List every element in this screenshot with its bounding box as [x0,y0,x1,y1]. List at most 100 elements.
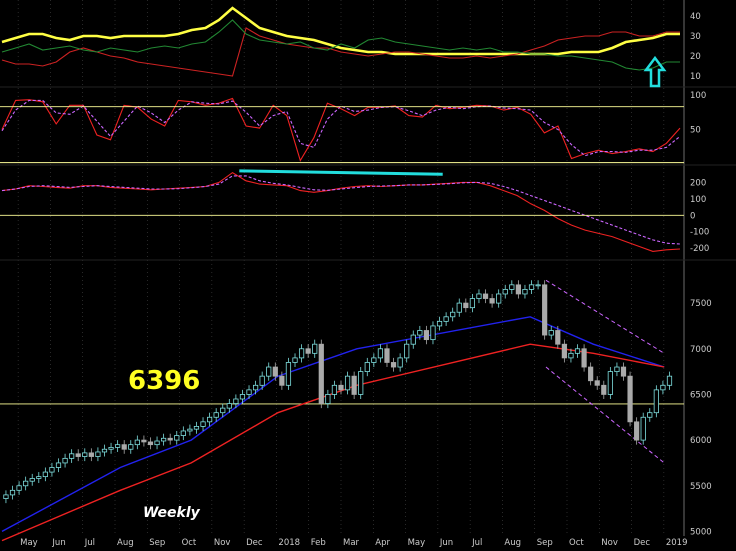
candle-body [49,467,55,473]
candle-body [548,330,554,336]
candle-body [344,375,351,391]
series-line-1-1 [1,99,681,157]
candle-body [482,293,489,299]
y-tick-label: 50 [690,125,701,135]
candle-body [246,389,252,395]
candle-body [377,348,384,359]
candle-body [542,284,548,336]
series-line-0-2 [1,19,680,71]
y-tick-label: 100 [690,195,706,205]
adx-panel [1,6,680,77]
candle-body [36,476,42,479]
x-tick-label: May [408,538,426,547]
x-tick-label: 2019 [666,538,688,547]
price-panel [0,279,684,542]
moving-average-1 [1,343,665,542]
candle-body [101,448,108,453]
candle-body [607,371,613,395]
candle-body [404,343,410,359]
channel-line-1 [545,366,665,464]
candle-body [528,284,535,290]
y-tick-label: 5500 [690,482,712,492]
candle-body [29,478,35,482]
candle-body [358,371,364,395]
series-line-2-2 [239,169,443,176]
candle-body [614,366,620,372]
y-tick-label: 10 [690,72,701,82]
series-line-1-0 [1,97,681,162]
candle-body [226,403,232,409]
candle-body [620,366,627,377]
candle-body [502,288,508,295]
candle-body [666,375,673,386]
candle-body [187,428,193,432]
candle-body [574,348,581,354]
candle-body [174,435,180,441]
y-tick-label: 200 [690,178,706,188]
candle-body [371,357,377,363]
candle-body [588,366,594,382]
candle-body [134,439,140,446]
candle-body [364,362,370,373]
x-tick-label: May [20,538,38,547]
candle-body [318,343,324,404]
candle-body [167,437,173,441]
candle-body [594,380,600,386]
candle-body [95,451,101,457]
candle-body [581,348,587,368]
x-axis-labels: May Jun Jul Aug Sep Oct Nov Dec 2018 Feb Mar Apr May… [20,538,688,548]
candle-body [417,330,423,336]
y-tick-label: 7000 [690,345,712,355]
candle-body [88,452,94,457]
x-tick-label: Jun [439,538,453,547]
candle-body [522,288,528,295]
y-tick-label: 40 [690,12,701,22]
series-line-2-1 [1,175,681,245]
x-tick-label: Apr [375,538,390,547]
candle-body [456,302,462,313]
candle-body [469,298,475,309]
candle-body [647,412,653,418]
grid-lines [0,0,736,536]
y-tick-label: 7500 [690,299,712,309]
stochastic-panel [0,97,684,164]
candle-body [561,343,567,359]
candle-body [450,311,456,318]
x-tick-label: Aug [504,538,521,547]
candle-body [266,366,272,377]
y-tick-label: -100 [690,228,709,238]
x-tick-label: Nov [214,538,231,547]
candle-body [279,375,285,386]
y-tick-label: 100 [690,91,706,101]
candle-body [509,284,515,290]
candle-body [660,384,666,391]
candle-body [627,375,633,423]
x-tick-label: Sep [537,538,553,547]
x-tick-label: Aug [117,538,134,547]
y-tick-label: 20 [690,52,701,62]
candle-body [161,437,167,442]
candle-body [193,425,200,430]
candle-body [233,398,239,404]
candle-body [634,421,640,441]
candle-body [154,440,160,446]
candle-body [121,444,127,450]
candle-body [285,362,292,386]
x-tick-label: Mar [343,538,360,547]
series-line-0-1 [1,27,680,77]
candle-body [423,330,430,341]
candle-body [653,389,659,414]
candle-body [410,334,416,345]
candle-body [312,343,318,354]
candle-body [476,293,482,299]
candle-body [16,485,22,491]
candle-body [213,412,219,418]
candle-body [640,416,646,441]
timeframe-label: Weekly [143,505,201,521]
candle-body [601,384,607,395]
candle-body [489,298,495,304]
candle-body [115,444,121,448]
candle-body [325,394,331,404]
